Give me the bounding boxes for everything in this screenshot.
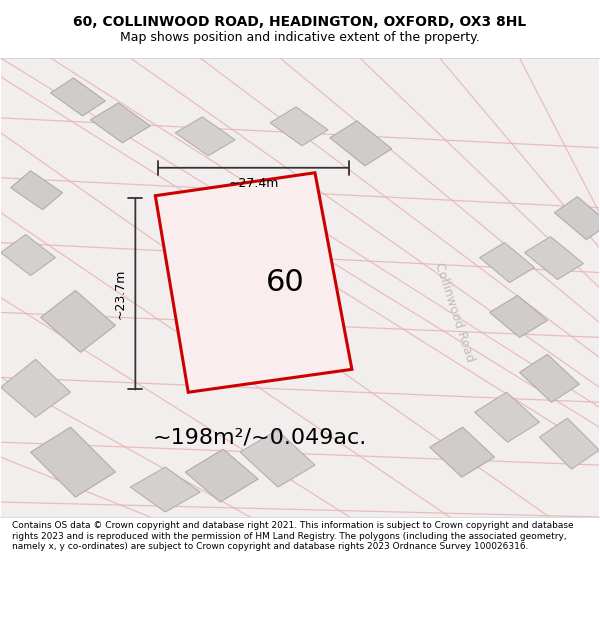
Polygon shape bbox=[479, 242, 535, 282]
Polygon shape bbox=[490, 296, 547, 338]
Text: Collinwood Road: Collinwood Road bbox=[433, 261, 477, 364]
Text: 60, COLLINWOOD ROAD, HEADINGTON, OXFORD, OX3 8HL: 60, COLLINWOOD ROAD, HEADINGTON, OXFORD,… bbox=[73, 14, 527, 29]
Polygon shape bbox=[240, 430, 315, 487]
Polygon shape bbox=[175, 117, 235, 156]
Polygon shape bbox=[520, 354, 580, 402]
Polygon shape bbox=[155, 173, 352, 392]
Polygon shape bbox=[524, 237, 583, 279]
Polygon shape bbox=[41, 291, 115, 352]
Text: Contains OS data © Crown copyright and database right 2021. This information is : Contains OS data © Crown copyright and d… bbox=[12, 521, 574, 551]
Polygon shape bbox=[185, 449, 258, 502]
Polygon shape bbox=[130, 467, 200, 512]
Polygon shape bbox=[270, 107, 328, 146]
Polygon shape bbox=[539, 418, 599, 469]
Text: Map shows position and indicative extent of the property.: Map shows position and indicative extent… bbox=[120, 31, 480, 44]
Polygon shape bbox=[50, 78, 106, 116]
Polygon shape bbox=[330, 121, 392, 166]
Text: 60: 60 bbox=[266, 268, 304, 297]
Text: ~198m²/~0.049ac.: ~198m²/~0.049ac. bbox=[153, 427, 367, 447]
Polygon shape bbox=[91, 103, 151, 143]
Polygon shape bbox=[31, 428, 115, 497]
Polygon shape bbox=[475, 392, 539, 442]
Text: ~23.7m: ~23.7m bbox=[114, 269, 127, 319]
Text: ~27.4m: ~27.4m bbox=[229, 177, 279, 190]
Polygon shape bbox=[1, 234, 56, 276]
Polygon shape bbox=[430, 428, 494, 477]
Polygon shape bbox=[554, 197, 600, 239]
Polygon shape bbox=[11, 171, 62, 209]
Polygon shape bbox=[1, 359, 71, 418]
